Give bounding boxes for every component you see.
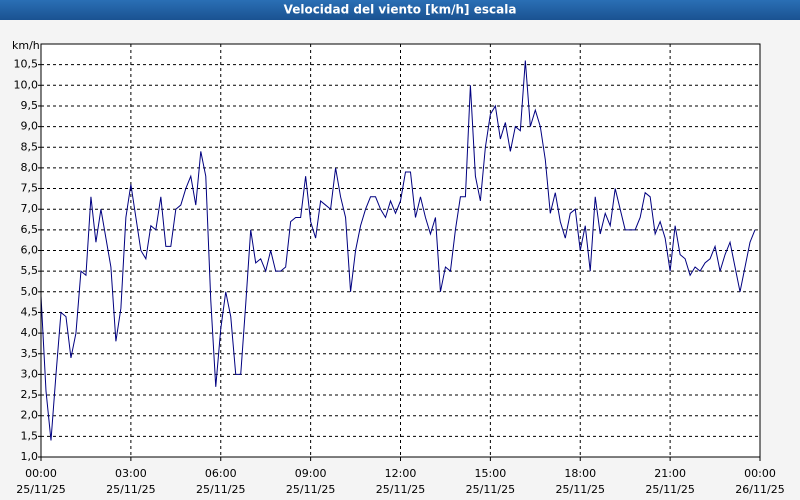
x-tick-date: 25/11/25	[16, 483, 65, 496]
x-tick-date: 25/11/25	[106, 483, 155, 496]
x-tick-date: 26/11/25	[735, 483, 784, 496]
y-tick-label: 10,5	[14, 58, 39, 71]
x-tick-date: 25/11/25	[376, 483, 425, 496]
y-tick-label: 1,5	[21, 429, 39, 442]
x-tick-label: 03:00	[115, 467, 147, 480]
y-tick-label: 2,0	[21, 409, 39, 422]
y-tick-label: 7,5	[21, 182, 39, 195]
y-tick-label: 3,0	[21, 367, 39, 380]
x-tick-date: 25/11/25	[556, 483, 605, 496]
y-tick-label: 9,0	[21, 120, 39, 133]
x-tick-date: 25/11/25	[286, 483, 335, 496]
y-tick-label: 3,5	[21, 347, 39, 360]
y-tick-label: 6,5	[21, 223, 39, 236]
x-tick-label: 15:00	[475, 467, 507, 480]
x-tick-label: 18:00	[564, 467, 596, 480]
y-tick-label: 1,0	[21, 450, 39, 463]
x-tick-date: 25/11/25	[466, 483, 515, 496]
x-tick-date: 25/11/25	[645, 483, 694, 496]
x-tick-label: 09:00	[295, 467, 327, 480]
data-line	[40, 60, 756, 441]
y-tick-label: 5,0	[21, 285, 39, 298]
x-tick-label: 00:00	[744, 467, 776, 480]
x-tick-label: 06:00	[205, 467, 237, 480]
y-tick-label: 8,5	[21, 140, 39, 153]
y-tick-label: 4,0	[21, 326, 39, 339]
y-tick-label: 8,0	[21, 161, 39, 174]
chart-title: Velocidad del viento [km/h] escala	[284, 3, 517, 17]
y-unit: km/h	[12, 39, 40, 52]
y-tick-label: 5,5	[21, 264, 39, 277]
y-tick-label: 4,5	[21, 305, 39, 318]
plot-border	[40, 43, 761, 458]
title-bar	[0, 0, 800, 20]
x-tick-date: 25/11/25	[196, 483, 245, 496]
y-tick-label: 10,0	[14, 78, 39, 91]
x-tick-label: 12:00	[385, 467, 417, 480]
y-tick-label: 9,5	[21, 99, 39, 112]
y-tick-label: 6,0	[21, 244, 39, 257]
x-tick-label: 00:00	[25, 467, 57, 480]
y-tick-label: 2,5	[21, 388, 39, 401]
y-tick-label: 7,0	[21, 202, 39, 215]
x-tick-label: 21:00	[654, 467, 686, 480]
